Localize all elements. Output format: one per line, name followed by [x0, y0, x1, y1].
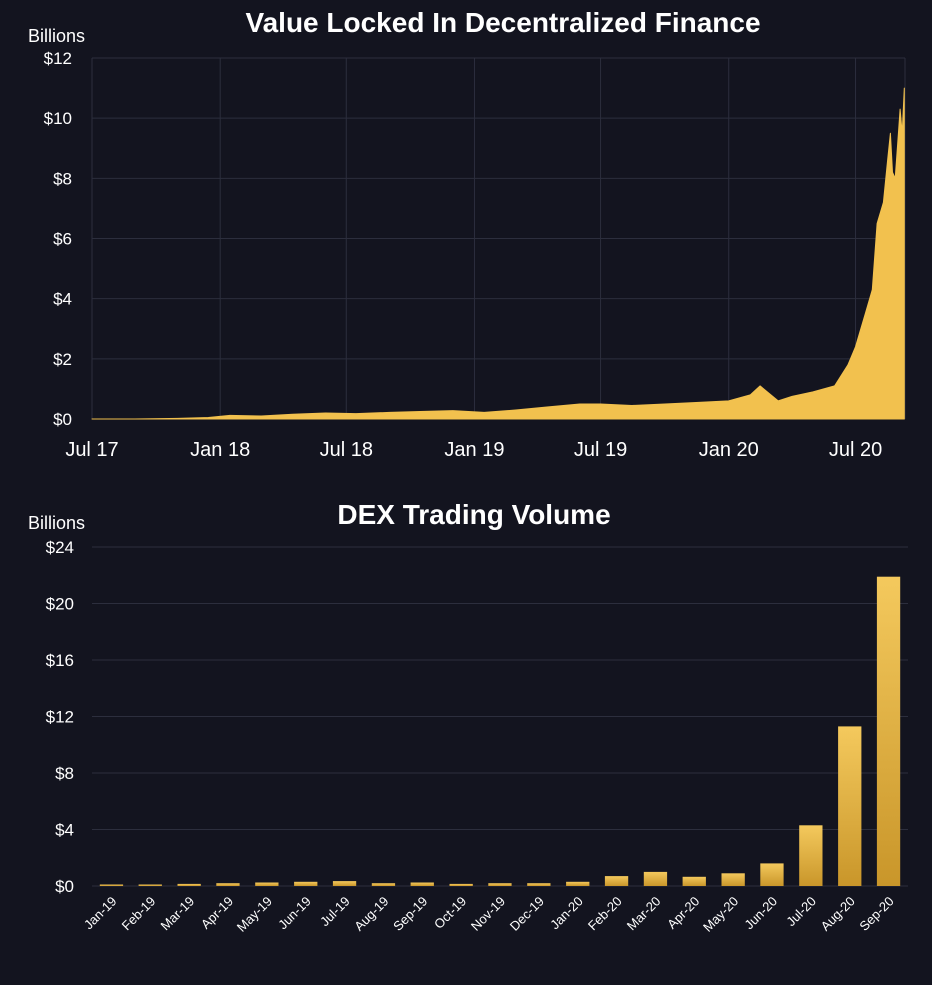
tvl-x-axis: Jul 17 Jan 18 Jul 18 Jan 19 Jul 19 Jan 20 Jul …	[65, 439, 882, 461]
tvl-area-series	[91, 87, 905, 420]
dex-x-tick-label: Dec-19	[507, 894, 547, 934]
dex-x-tick-label: Nov-19	[468, 894, 508, 934]
dex-bar-aug-19	[371, 883, 396, 886]
dex-y-axis: $0 $4 $8 $12 $16 $20 $24	[46, 538, 74, 896]
dex-bar-mar-20	[643, 871, 668, 886]
dex-bar-sep-19	[410, 882, 434, 886]
tvl-area-chart: Value Locked In Decentralized Finance Bi…	[28, 7, 906, 461]
dex-x-tick-label: Feb-19	[119, 894, 159, 934]
tvl-x-tick-label: Jan 19	[444, 439, 504, 461]
dex-x-tick-label: May-20	[700, 894, 741, 935]
tvl-x-tick-label: Jul 20	[829, 439, 882, 461]
dex-bar-chart: DEX Trading Volume Billions $0 $4 $8 $12 $16…	[28, 499, 908, 935]
dex-x-tick-label: Jul-19	[317, 894, 353, 930]
dex-y-tick-label: $20	[46, 595, 74, 614]
dex-x-tick-label: Jan-20	[547, 894, 586, 933]
dex-y-tick-label: $4	[55, 821, 74, 840]
dex-x-tick-label: Jan-19	[81, 894, 120, 933]
dex-x-tick-label: Feb-20	[585, 894, 625, 934]
dex-x-tick-label: Jun-20	[741, 894, 780, 933]
dex-bar-nov-19	[488, 883, 512, 886]
dex-y-tick-label: $12	[46, 708, 74, 727]
dex-bar-jan-19	[99, 884, 124, 886]
dex-bar-aug-20	[838, 726, 862, 886]
tvl-x-tick-label: Jul 19	[574, 439, 627, 461]
tvl-chart-title: Value Locked In Decentralized Finance	[245, 7, 760, 38]
tvl-grid	[91, 57, 906, 420]
dex-x-tick-label: Mar-20	[624, 894, 664, 934]
tvl-y-tick-label: $12	[44, 49, 72, 68]
dex-bar-oct-19	[449, 883, 473, 886]
tvl-y-unit-label: Billions	[28, 26, 85, 46]
dex-bar-feb-19	[138, 884, 162, 886]
dex-bar-jul-19	[332, 881, 357, 886]
dex-x-tick-label: Apr-19	[198, 894, 236, 932]
dex-bar-jan-20	[566, 881, 590, 886]
dex-x-tick-label: Apr-20	[664, 894, 702, 932]
dex-y-tick-label: $8	[55, 764, 74, 783]
dex-bar-jun-19	[294, 881, 318, 886]
dex-x-tick-label: Sep-20	[856, 894, 896, 934]
dex-bar-dec-19	[527, 883, 551, 886]
dex-y-tick-label: $24	[46, 538, 74, 557]
tvl-y-tick-label: $8	[53, 169, 72, 188]
tvl-y-axis: $0 $2 $4 $6 $8 $10 $12	[44, 49, 72, 429]
dex-bar-jun-20	[760, 863, 784, 886]
dex-x-tick-label: Jun-19	[275, 894, 314, 933]
dex-bar-may-20	[721, 873, 745, 886]
dex-x-tick-label: Aug-20	[818, 894, 858, 934]
dex-x-tick-label: Jul-20	[783, 894, 819, 930]
dex-y-tick-label: $16	[46, 651, 74, 670]
dex-x-tick-label: Oct-19	[431, 894, 469, 932]
dex-bar-feb-20	[604, 876, 629, 886]
dex-chart-title: DEX Trading Volume	[337, 499, 610, 530]
dex-y-tick-label: $0	[55, 877, 74, 896]
tvl-y-tick-label: $10	[44, 109, 72, 128]
tvl-y-tick-label: $2	[53, 350, 72, 369]
dex-grid	[92, 546, 908, 887]
tvl-area	[91, 87, 905, 420]
dex-y-unit-label: Billions	[28, 513, 85, 533]
dex-bar-may-19	[255, 882, 279, 886]
dex-bar-sep-20	[876, 576, 901, 886]
tvl-x-tick-label: Jan 20	[699, 439, 759, 461]
dex-bar-apr-20	[682, 876, 706, 886]
dex-bar-mar-19	[177, 883, 201, 886]
dex-x-tick-label: Mar-19	[158, 894, 198, 934]
dex-x-tick-label: Aug-19	[351, 894, 391, 934]
dex-bar-jul-20	[799, 825, 823, 886]
tvl-x-tick-label: Jul 18	[320, 439, 373, 461]
dex-x-tick-label: May-19	[234, 894, 275, 935]
tvl-y-tick-label: $4	[53, 290, 72, 309]
tvl-x-tick-label: Jul 17	[65, 439, 118, 461]
tvl-y-tick-label: $0	[53, 410, 72, 429]
tvl-y-tick-label: $6	[53, 230, 72, 249]
dex-x-tick-label: Sep-19	[390, 894, 430, 934]
tvl-x-tick-label: Jan 18	[190, 439, 250, 461]
dex-bar-series	[99, 576, 901, 886]
dex-bar-apr-19	[216, 883, 240, 886]
